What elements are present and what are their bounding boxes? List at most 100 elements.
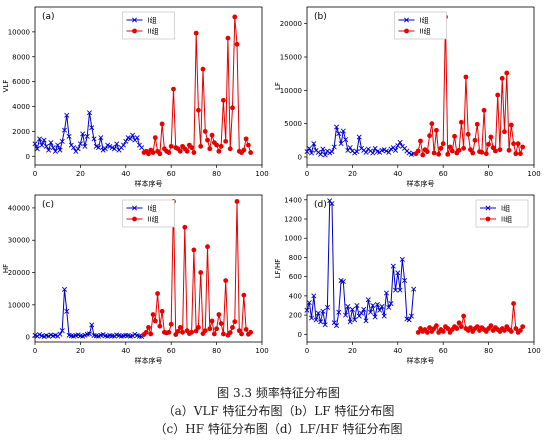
legend-box xyxy=(122,11,175,40)
data-point xyxy=(157,323,163,329)
data-point xyxy=(386,149,392,155)
data-point xyxy=(504,70,510,76)
data-point xyxy=(221,97,226,103)
y-axis-label: HF xyxy=(2,264,10,273)
data-point xyxy=(493,148,498,154)
data-point xyxy=(245,142,251,148)
y-tick-label: 20000 xyxy=(8,269,30,277)
y-tick-label: 10000 xyxy=(280,87,302,95)
data-point xyxy=(513,151,519,157)
data-point xyxy=(520,324,526,330)
data-point xyxy=(331,144,337,150)
data-point xyxy=(152,135,158,141)
data-point xyxy=(406,317,412,323)
panel-label: (d) xyxy=(314,200,327,210)
data-point xyxy=(374,302,380,308)
data-point xyxy=(148,331,154,337)
y-axis-label: LF xyxy=(274,82,282,90)
y-tick-label: 800 xyxy=(289,254,302,262)
data-point xyxy=(166,329,172,335)
data-point xyxy=(420,152,426,158)
data-point xyxy=(123,138,129,144)
data-point xyxy=(241,292,247,298)
data-point xyxy=(445,151,451,157)
data-point xyxy=(191,150,197,155)
data-point xyxy=(198,143,204,149)
data-point xyxy=(456,147,462,153)
legend-box xyxy=(475,199,529,228)
y-tick-label: 600 xyxy=(289,273,302,281)
legend-marker xyxy=(131,205,138,211)
data-point xyxy=(86,331,92,337)
data-point xyxy=(327,150,333,156)
data-point xyxy=(243,327,249,332)
data-point xyxy=(461,313,467,319)
data-point xyxy=(356,134,362,140)
data-point xyxy=(415,329,421,335)
data-point xyxy=(395,270,401,276)
y-tick-label: 10000 xyxy=(8,28,30,36)
legend-label: I组 xyxy=(420,16,429,25)
data-point xyxy=(320,308,326,314)
legend-marker xyxy=(485,205,491,211)
y-tick-label: 15000 xyxy=(280,54,302,62)
data-point xyxy=(304,307,310,313)
x-tick-label: 40 xyxy=(121,347,130,355)
data-point xyxy=(175,328,181,334)
data-point xyxy=(352,317,358,323)
data-point xyxy=(232,319,238,325)
data-point xyxy=(383,148,389,154)
data-point xyxy=(306,300,312,306)
data-point xyxy=(111,146,117,152)
y-tick-label: 6000 xyxy=(12,78,30,86)
data-point xyxy=(508,329,514,334)
data-point xyxy=(329,201,335,207)
x-axis-label: 样本序号 xyxy=(135,356,163,365)
y-tick-label: 5000 xyxy=(284,120,302,128)
data-point xyxy=(370,302,376,309)
series-2 xyxy=(413,14,526,158)
data-point xyxy=(139,145,145,151)
data-point xyxy=(166,150,172,155)
x-tick-label: 0 xyxy=(33,347,37,355)
x-tick-label: 80 xyxy=(212,347,221,355)
data-point xyxy=(433,127,439,133)
data-point xyxy=(57,331,63,337)
data-point xyxy=(84,133,90,139)
data-point xyxy=(483,151,489,157)
legend-marker xyxy=(132,216,137,222)
data-point xyxy=(227,330,233,336)
data-point xyxy=(386,304,392,310)
y-tick-label: 0 xyxy=(298,154,302,162)
data-point xyxy=(440,329,446,334)
data-point xyxy=(461,145,467,151)
data-point xyxy=(408,313,414,319)
data-point xyxy=(50,145,56,151)
data-point xyxy=(155,291,160,296)
data-point xyxy=(34,146,40,152)
data-point xyxy=(223,278,229,284)
x-tick-label: 20 xyxy=(76,347,85,355)
data-point xyxy=(354,149,360,155)
legend-label: II组 xyxy=(420,27,431,36)
data-point xyxy=(218,321,224,326)
data-point xyxy=(52,148,58,154)
data-point xyxy=(336,309,342,315)
y-tick-label: 0 xyxy=(26,153,30,161)
data-point xyxy=(340,128,346,134)
data-point xyxy=(383,290,389,296)
data-point xyxy=(143,329,149,335)
data-point xyxy=(150,312,156,317)
x-tick-label: 20 xyxy=(348,347,357,355)
data-point xyxy=(61,286,68,292)
data-point xyxy=(402,277,408,284)
data-point xyxy=(200,66,206,72)
legend-label: I组 xyxy=(148,16,157,25)
data-point xyxy=(177,325,183,330)
series-1 xyxy=(304,198,417,329)
data-point xyxy=(358,310,364,316)
data-point xyxy=(458,119,464,125)
data-point xyxy=(474,121,480,127)
data-point xyxy=(159,121,165,127)
data-point xyxy=(309,150,315,156)
